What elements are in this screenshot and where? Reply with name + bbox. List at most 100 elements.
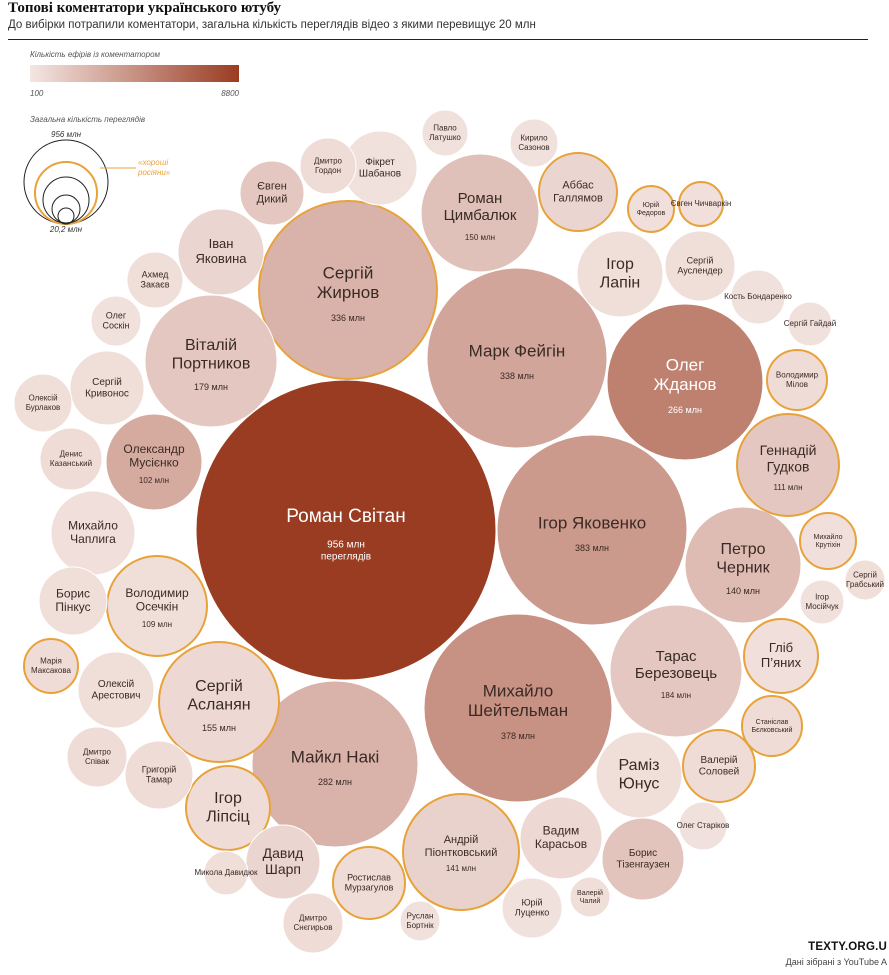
bubble-circle xyxy=(402,793,520,911)
bubble-name-label: Луценко xyxy=(515,908,550,918)
bubble-47: Кость Бондаренко xyxy=(724,269,792,325)
bubble-name-label: Гудков xyxy=(767,458,810,474)
bubble-name-label: Ростислав xyxy=(347,872,391,882)
bubble-circle xyxy=(69,350,145,426)
highlight-label-line2: росіяни» xyxy=(137,168,171,177)
bubble-name-label: Березовець xyxy=(635,665,717,682)
size-legend: Загальна кількість переглядів 956 млн «х… xyxy=(23,115,171,234)
bubble-circle xyxy=(569,876,611,918)
bubble-circle xyxy=(664,230,736,302)
bubble-name-label: Фікрет xyxy=(365,157,395,168)
bubble-views-label: 378 млн xyxy=(501,731,535,741)
bubble-views-label: 109 млн xyxy=(142,620,172,629)
bubble-name-label: Тізенгаузен xyxy=(616,860,669,871)
bubble-name-label: Геннадій xyxy=(760,442,817,458)
color-gradient-bar xyxy=(30,65,239,82)
bubble-name-label: П’яних xyxy=(761,655,802,670)
size-legend-circle-small xyxy=(51,194,81,224)
bubble-name-label: Іван xyxy=(209,236,234,251)
bubble-circle xyxy=(509,118,559,168)
bubble-circle xyxy=(684,506,802,624)
bubble-views-label: 184 млн xyxy=(661,691,691,700)
bubble-name-label: Аббас xyxy=(562,180,594,192)
bubble-circle xyxy=(126,251,184,309)
size-legend-circle-mid xyxy=(42,176,90,224)
bubble-name-label: Дмитро xyxy=(299,914,328,923)
color-legend: Кількість ефірів із коментатором 100 880… xyxy=(30,50,240,98)
bubble-name-label: Давид xyxy=(263,845,304,861)
bubble-name-label: Олег xyxy=(106,310,127,320)
bubble-name-label: Шабанов xyxy=(359,168,401,180)
bubble-name-label: Бєлковський xyxy=(752,726,793,734)
bubble-name-label: Портников xyxy=(172,355,251,372)
bubble-circle xyxy=(90,295,142,347)
bubble-name-label: Віталій xyxy=(185,337,237,354)
bubble-name-label: Асланян xyxy=(187,696,250,713)
bubble-name-label: Борис xyxy=(629,848,657,859)
bubble-circle xyxy=(105,413,203,511)
bubble-views-label: 956 млн xyxy=(327,540,365,551)
bubble-circle xyxy=(844,559,886,601)
bubble-circle xyxy=(501,877,563,939)
bubble-circle xyxy=(177,208,265,296)
bubble-name-label: Олександр xyxy=(123,442,185,456)
bubble-name-label: Карасьов xyxy=(535,837,587,851)
bubble-circle xyxy=(766,349,828,411)
bubble-circle xyxy=(799,579,845,625)
bubble-name-label: Валерій xyxy=(701,755,738,766)
bubble-circle xyxy=(519,796,603,880)
bubble-22: Ігор Ліпсіц xyxy=(185,765,271,851)
bubble-views-label: 383 млн xyxy=(575,543,609,553)
bubble-name-label: Олег xyxy=(666,356,705,375)
bubble-name-label: Тамар xyxy=(146,775,172,785)
bubble-views-label: 336 млн xyxy=(331,313,365,323)
bubble-name-label: Галлямов xyxy=(553,192,603,204)
bubble-name-label: Закаєв xyxy=(141,280,170,290)
bubble-name-label: Сазонов xyxy=(518,143,549,152)
bubble-circle xyxy=(787,301,833,347)
bubble-name-label: Олег Старіков xyxy=(677,821,730,830)
bubble-circle xyxy=(185,765,271,851)
bubble-circle xyxy=(39,427,103,491)
bubble-name-label: Цимбалюк xyxy=(444,207,517,224)
bubble-name-label: Дмитро xyxy=(83,748,112,757)
bubble-circle xyxy=(158,641,280,763)
bubble-views-label: 266 млн xyxy=(668,405,702,415)
footer-brand: TEXTY.ORG.U xyxy=(808,941,887,953)
bubble-name-label: Валерій xyxy=(577,889,603,897)
bubble-name-label: Ігор Яковенко xyxy=(538,513,646,532)
bubble-name-label: Петро xyxy=(721,541,766,558)
bubble-circle xyxy=(195,379,497,681)
bubble-circle xyxy=(38,566,108,636)
bubble-name-label: Денис xyxy=(60,450,83,459)
bubble-name-label: Пінкус xyxy=(55,600,90,614)
bubble-6: Майкл Накі 282 млн xyxy=(251,680,419,848)
bubble-circle xyxy=(538,152,618,232)
bubble-name-label: Ігор xyxy=(214,790,242,807)
bubble-circle xyxy=(421,109,469,157)
bubble-name-label: Арестович xyxy=(92,691,141,702)
bubble-circle xyxy=(743,618,819,694)
bubble-circle xyxy=(678,181,724,227)
bubble-name-label: Казанський xyxy=(50,459,92,468)
bubble-name-label: Михайло xyxy=(813,533,842,541)
title-divider xyxy=(8,39,868,40)
bubble-name-label: Мусієнко xyxy=(129,456,179,470)
